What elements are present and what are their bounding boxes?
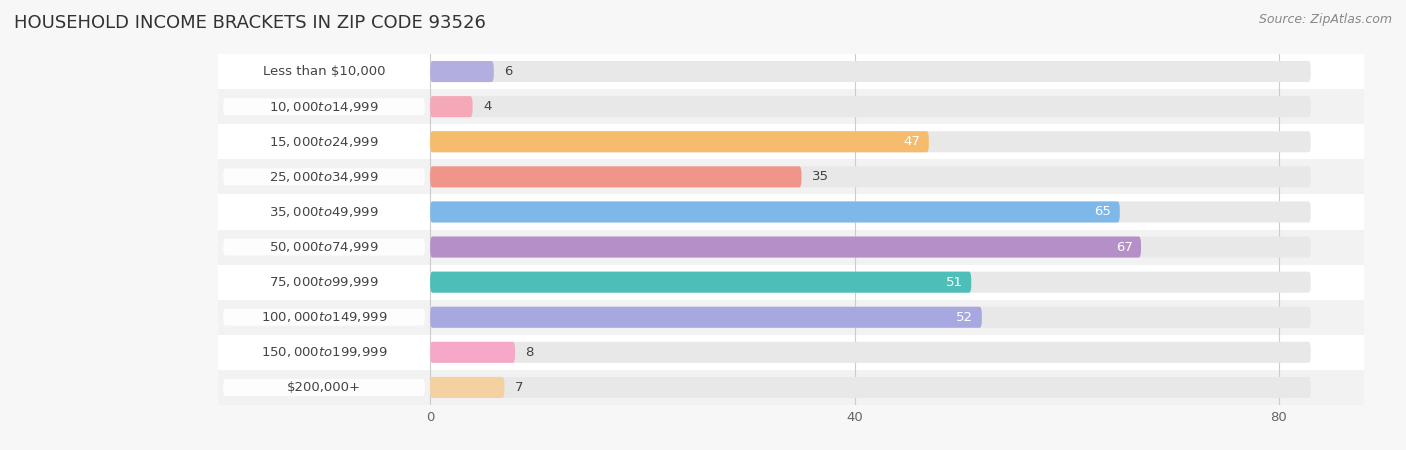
FancyBboxPatch shape	[430, 166, 801, 187]
Bar	[218, 89, 1364, 124]
Text: 67: 67	[1115, 241, 1132, 253]
FancyBboxPatch shape	[430, 131, 1310, 152]
Text: $200,000+: $200,000+	[287, 381, 361, 394]
FancyBboxPatch shape	[430, 377, 505, 398]
FancyBboxPatch shape	[430, 237, 1310, 257]
Text: $150,000 to $199,999: $150,000 to $199,999	[260, 345, 387, 360]
FancyBboxPatch shape	[224, 133, 425, 150]
FancyBboxPatch shape	[430, 61, 494, 82]
Bar	[218, 54, 1364, 89]
Text: 8: 8	[526, 346, 534, 359]
FancyBboxPatch shape	[430, 307, 981, 328]
FancyBboxPatch shape	[430, 61, 1310, 82]
Text: 65: 65	[1094, 206, 1111, 218]
FancyBboxPatch shape	[430, 202, 1310, 222]
Text: 35: 35	[813, 171, 830, 183]
FancyBboxPatch shape	[430, 377, 1310, 398]
Bar	[218, 300, 1364, 335]
Text: Less than $10,000: Less than $10,000	[263, 65, 385, 78]
Text: $100,000 to $149,999: $100,000 to $149,999	[260, 310, 387, 324]
Text: 47: 47	[904, 135, 921, 148]
Text: 51: 51	[946, 276, 963, 288]
Text: $15,000 to $24,999: $15,000 to $24,999	[269, 135, 378, 149]
Text: 6: 6	[505, 65, 513, 78]
FancyBboxPatch shape	[430, 237, 1142, 257]
Text: $10,000 to $14,999: $10,000 to $14,999	[269, 99, 378, 114]
FancyBboxPatch shape	[224, 203, 425, 220]
FancyBboxPatch shape	[430, 131, 929, 152]
FancyBboxPatch shape	[224, 274, 425, 291]
FancyBboxPatch shape	[430, 342, 1310, 363]
FancyBboxPatch shape	[430, 96, 472, 117]
Text: Source: ZipAtlas.com: Source: ZipAtlas.com	[1258, 14, 1392, 27]
FancyBboxPatch shape	[224, 98, 425, 115]
FancyBboxPatch shape	[430, 166, 1310, 187]
Bar	[218, 265, 1364, 300]
Bar	[218, 230, 1364, 265]
FancyBboxPatch shape	[224, 238, 425, 256]
Bar	[218, 159, 1364, 194]
Text: 7: 7	[515, 381, 523, 394]
Bar	[218, 194, 1364, 230]
Text: $50,000 to $74,999: $50,000 to $74,999	[269, 240, 378, 254]
Text: HOUSEHOLD INCOME BRACKETS IN ZIP CODE 93526: HOUSEHOLD INCOME BRACKETS IN ZIP CODE 93…	[14, 14, 486, 32]
Text: $75,000 to $99,999: $75,000 to $99,999	[269, 275, 378, 289]
FancyBboxPatch shape	[430, 342, 515, 363]
FancyBboxPatch shape	[430, 272, 972, 292]
Text: 4: 4	[484, 100, 492, 113]
Text: $35,000 to $49,999: $35,000 to $49,999	[269, 205, 378, 219]
Text: 52: 52	[956, 311, 973, 324]
FancyBboxPatch shape	[224, 168, 425, 185]
FancyBboxPatch shape	[430, 202, 1119, 222]
FancyBboxPatch shape	[224, 344, 425, 361]
FancyBboxPatch shape	[430, 272, 1310, 292]
Bar	[218, 124, 1364, 159]
FancyBboxPatch shape	[430, 307, 1310, 328]
FancyBboxPatch shape	[224, 379, 425, 396]
Text: $25,000 to $34,999: $25,000 to $34,999	[269, 170, 378, 184]
FancyBboxPatch shape	[224, 309, 425, 326]
Bar	[218, 335, 1364, 370]
FancyBboxPatch shape	[430, 96, 1310, 117]
FancyBboxPatch shape	[224, 63, 425, 80]
Bar	[218, 370, 1364, 405]
